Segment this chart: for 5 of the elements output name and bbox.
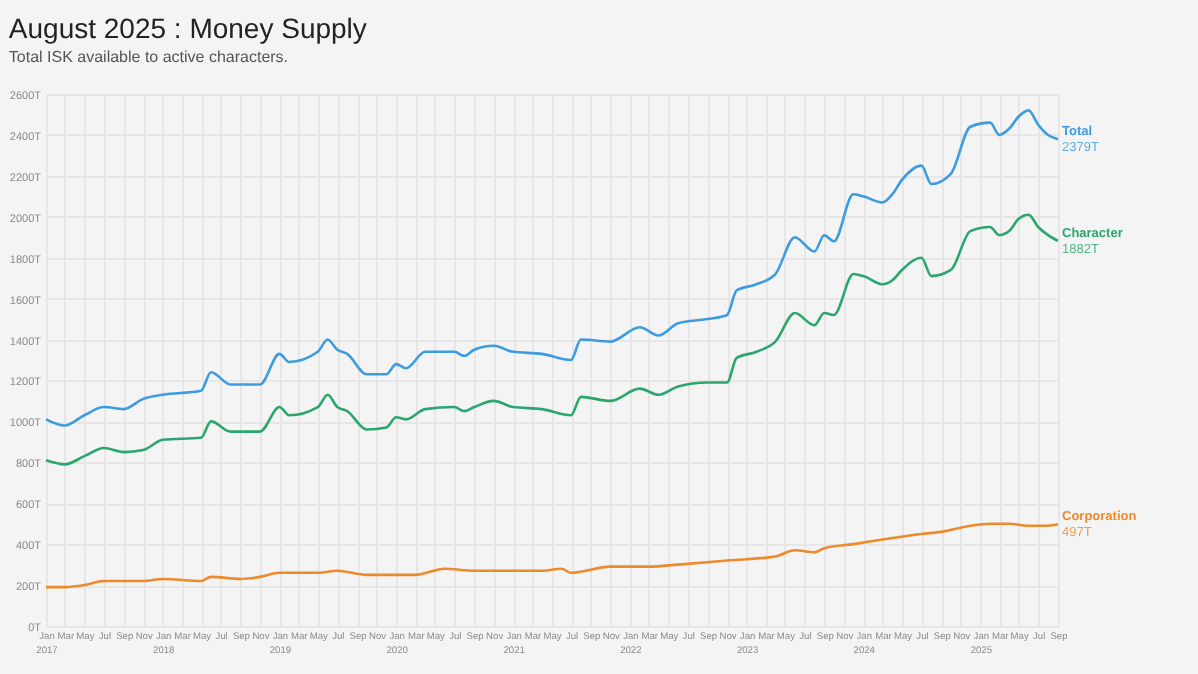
chart-title: August 2025 : Money Supply (8, 12, 367, 44)
chart-subtitle: Total ISK available to active characters. (8, 48, 289, 66)
line-series (44, 109, 1060, 427)
line-series (44, 213, 1060, 466)
line-series (44, 522, 1060, 589)
